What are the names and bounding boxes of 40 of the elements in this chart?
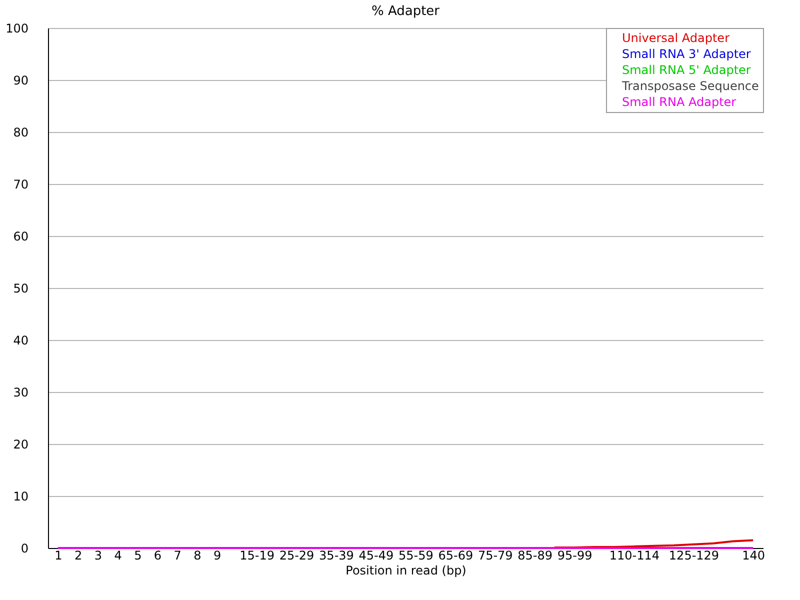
y-tick-label: 10 <box>13 490 28 504</box>
legend-label: Small RNA 3' Adapter <box>622 47 751 61</box>
x-tick-label: 140 <box>742 548 766 562</box>
x-tick-label: 35-39 <box>319 548 354 562</box>
y-tick-label: 60 <box>13 230 28 244</box>
x-tick-label: 4 <box>114 548 122 562</box>
x-tick-label: 8 <box>194 548 202 562</box>
x-tick-label: 2 <box>74 548 82 562</box>
x-tick-label: 110-114 <box>609 548 660 562</box>
x-tick-label: 6 <box>154 548 162 562</box>
legend-label: Transposase Sequence <box>621 79 759 93</box>
x-tick-label: 25-29 <box>279 548 314 562</box>
x-tick-label: 55-59 <box>398 548 434 562</box>
y-tick-label: 70 <box>13 178 28 192</box>
x-tick-label: 85-89 <box>518 548 553 562</box>
chart-title: % Adapter <box>371 4 440 19</box>
y-tick-label: 50 <box>13 282 28 296</box>
y-tick-label: 20 <box>13 438 28 452</box>
y-tick-label: 30 <box>13 386 28 400</box>
y-tick-label: 40 <box>13 334 28 348</box>
y-tick-label: 80 <box>13 126 28 140</box>
x-tick-label: 5 <box>134 548 142 562</box>
x-tick-label: 125-129 <box>668 548 720 562</box>
text: Universal Adapter <box>622 31 730 45</box>
y-tick-label: 100 <box>6 22 28 36</box>
line-series <box>553 539 754 548</box>
x-axis-title: Position in read (bp) <box>346 564 466 578</box>
x-tick-label: 1 <box>54 548 62 562</box>
legend-label: Small RNA 5' Adapter <box>622 63 751 77</box>
y-tick-label: 90 <box>13 74 28 88</box>
text: Small RNA Adapter <box>622 95 736 109</box>
x-tick-label: 3 <box>94 548 102 562</box>
x-tick-label: 45-49 <box>358 548 394 562</box>
x-tick-label: 95-99 <box>557 548 592 562</box>
x-tick-label: 15-19 <box>240 548 274 562</box>
x-tick-label: 9 <box>214 548 222 562</box>
y-tick-label: 0 <box>20 542 28 556</box>
x-tick-label: 7 <box>174 548 182 562</box>
x-tick-label: 75-79 <box>478 548 513 562</box>
x-tick-label: 65-69 <box>438 548 474 562</box>
